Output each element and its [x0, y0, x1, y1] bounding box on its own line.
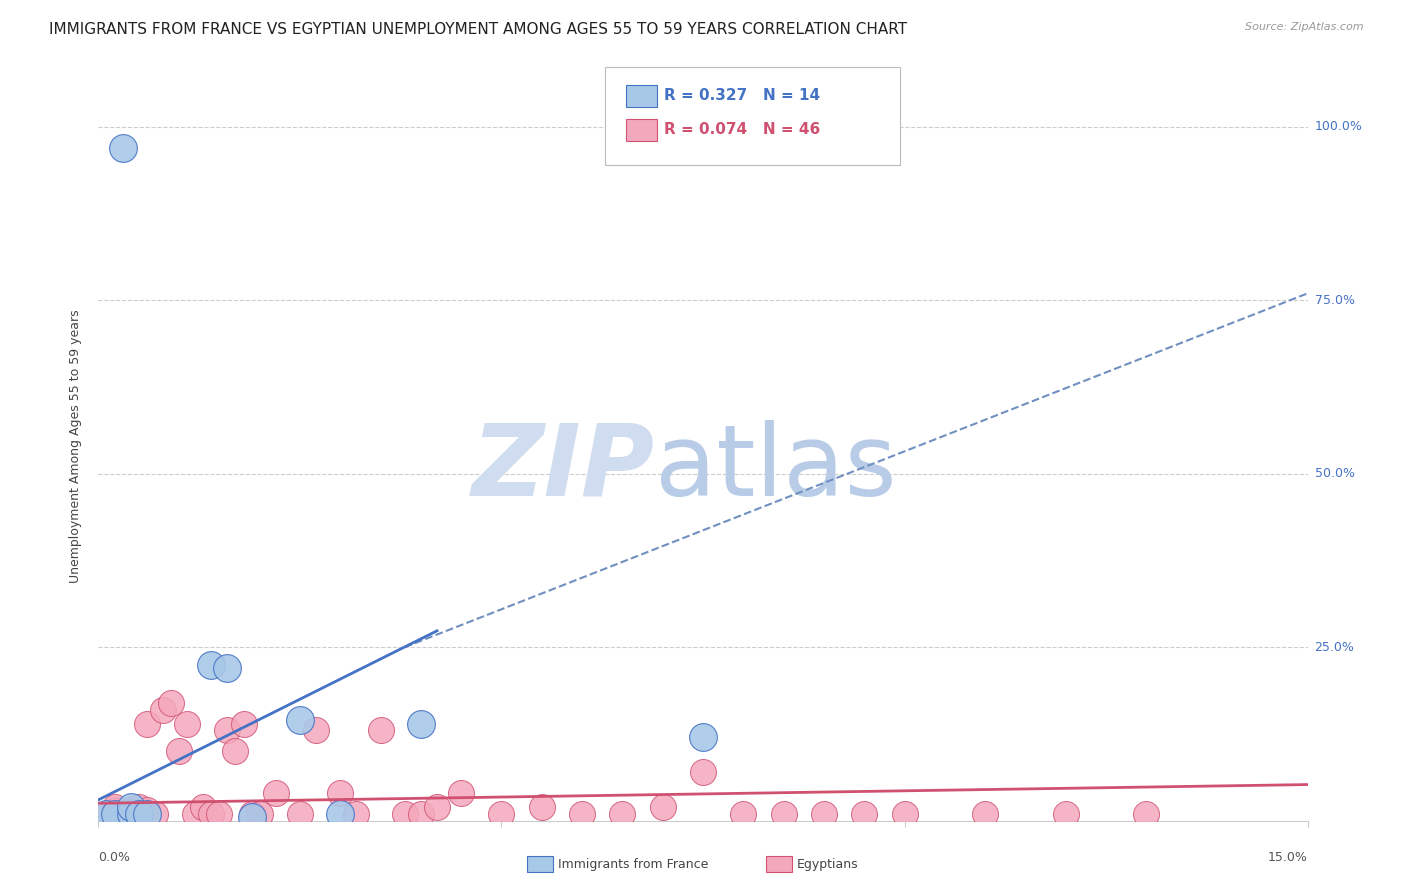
- Point: [120, 803, 142, 817]
- Text: Source: ZipAtlas.com: Source: ZipAtlas.com: [1246, 22, 1364, 32]
- Point: [232, 716, 254, 731]
- Point: [612, 806, 634, 821]
- Point: [370, 723, 392, 738]
- Point: [409, 716, 432, 731]
- Point: [193, 799, 215, 814]
- Point: [103, 806, 125, 821]
- Point: [152, 703, 174, 717]
- Text: Egyptians: Egyptians: [797, 858, 859, 871]
- Point: [240, 806, 263, 821]
- Text: 100.0%: 100.0%: [1315, 120, 1362, 134]
- Point: [224, 744, 246, 758]
- Point: [344, 806, 367, 821]
- Point: [329, 806, 352, 821]
- Point: [893, 806, 915, 821]
- Point: [200, 657, 222, 672]
- Point: [813, 806, 835, 821]
- Point: [135, 806, 157, 821]
- Point: [288, 713, 311, 727]
- Point: [491, 806, 513, 821]
- Point: [120, 806, 142, 821]
- Point: [167, 744, 190, 758]
- Point: [571, 806, 593, 821]
- Y-axis label: Unemployment Among Ages 55 to 59 years: Unemployment Among Ages 55 to 59 years: [69, 310, 83, 582]
- Point: [394, 806, 416, 821]
- Point: [240, 810, 263, 824]
- Point: [217, 723, 239, 738]
- Point: [264, 786, 287, 800]
- Point: [176, 716, 198, 731]
- Point: [426, 799, 449, 814]
- Point: [111, 141, 134, 155]
- Point: [692, 765, 714, 780]
- Point: [96, 806, 118, 821]
- Point: [143, 806, 166, 821]
- Point: [249, 806, 271, 821]
- Point: [128, 799, 150, 814]
- Point: [96, 806, 118, 821]
- Point: [530, 799, 553, 814]
- Point: [692, 731, 714, 745]
- Point: [111, 806, 134, 821]
- Text: 0.0%: 0.0%: [98, 851, 131, 864]
- Point: [184, 806, 207, 821]
- Point: [128, 806, 150, 821]
- Text: 75.0%: 75.0%: [1315, 293, 1354, 307]
- Point: [103, 803, 125, 817]
- Point: [208, 806, 231, 821]
- Point: [651, 799, 673, 814]
- Text: atlas: atlas: [655, 420, 896, 517]
- Point: [217, 661, 239, 675]
- Point: [409, 806, 432, 821]
- Point: [733, 806, 755, 821]
- Text: 15.0%: 15.0%: [1268, 851, 1308, 864]
- Text: 50.0%: 50.0%: [1315, 467, 1354, 480]
- Point: [1135, 806, 1157, 821]
- Text: IMMIGRANTS FROM FRANCE VS EGYPTIAN UNEMPLOYMENT AMONG AGES 55 TO 59 YEARS CORREL: IMMIGRANTS FROM FRANCE VS EGYPTIAN UNEMP…: [49, 22, 907, 37]
- Point: [772, 806, 794, 821]
- Point: [450, 786, 472, 800]
- Point: [288, 806, 311, 821]
- Point: [200, 806, 222, 821]
- Point: [329, 786, 352, 800]
- Point: [135, 803, 157, 817]
- Text: R = 0.327   N = 14: R = 0.327 N = 14: [664, 88, 820, 103]
- Point: [853, 806, 876, 821]
- Point: [974, 806, 997, 821]
- Point: [160, 696, 183, 710]
- Point: [120, 799, 142, 814]
- Point: [103, 799, 125, 814]
- Point: [1054, 806, 1077, 821]
- Point: [135, 716, 157, 731]
- Point: [305, 723, 328, 738]
- Text: 25.0%: 25.0%: [1315, 640, 1354, 654]
- Text: R = 0.074   N = 46: R = 0.074 N = 46: [664, 122, 820, 136]
- Text: Immigrants from France: Immigrants from France: [558, 858, 709, 871]
- Text: ZIP: ZIP: [471, 420, 655, 517]
